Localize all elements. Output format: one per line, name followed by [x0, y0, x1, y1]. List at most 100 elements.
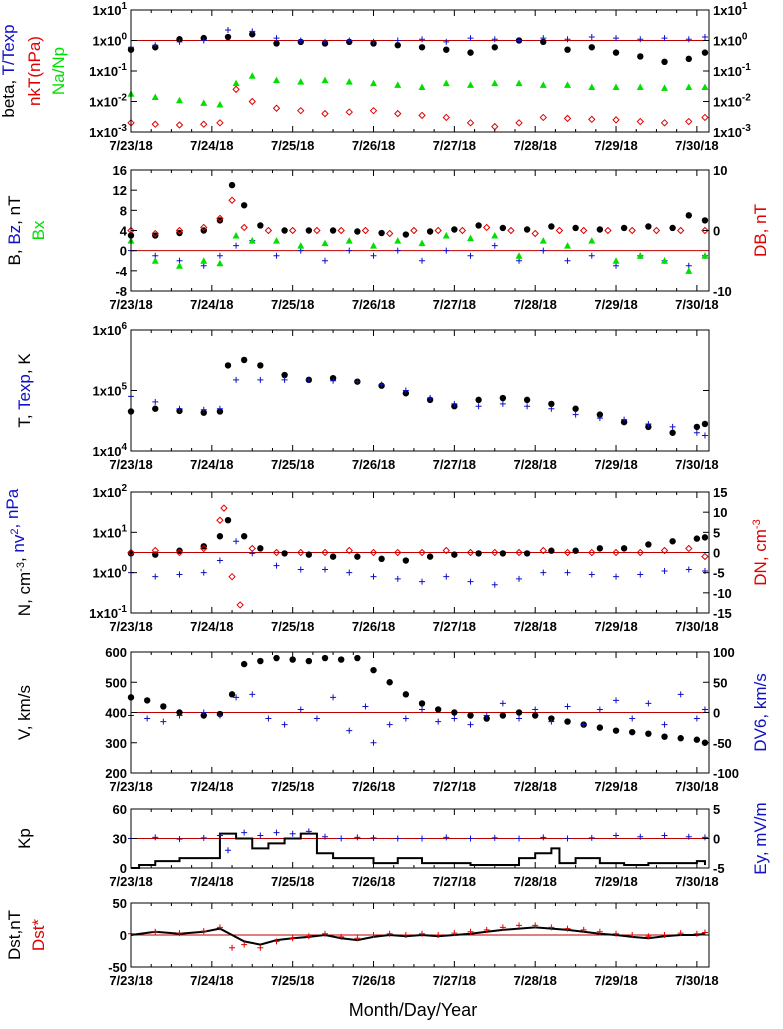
data-point [152, 928, 159, 935]
y-tick-label: 0 [120, 861, 127, 876]
data-point [443, 247, 450, 254]
data-point [281, 371, 288, 379]
data-point [661, 58, 668, 66]
data-point [369, 106, 378, 115]
data-point [596, 928, 603, 935]
data-point [669, 429, 676, 436]
data-point [491, 122, 499, 131]
data-point [346, 37, 353, 44]
data-point [394, 237, 402, 244]
x-tick-label: 7/25/18 [271, 973, 314, 988]
data-point [345, 78, 353, 85]
data-point [458, 226, 467, 235]
x-axis-label: Month/Day/Year [349, 1000, 477, 1020]
data-point [160, 718, 167, 725]
series-green [127, 232, 709, 274]
data-point [701, 252, 709, 259]
data-point [645, 933, 652, 940]
data-point [176, 712, 183, 719]
data-point [418, 700, 426, 707]
data-point [228, 691, 236, 698]
data-point [442, 546, 450, 555]
y-tick-label: 1x10-1 [89, 62, 127, 79]
data-point [443, 46, 450, 53]
data-point [499, 700, 506, 707]
data-point [564, 835, 571, 842]
data-point [264, 226, 273, 235]
data-point [176, 709, 183, 716]
data-point [224, 33, 232, 41]
data-point [200, 257, 208, 264]
data-point [176, 547, 183, 554]
data-point [516, 575, 523, 582]
x-tick-label: 7/26/18 [352, 138, 395, 153]
x-tick-label: 7/26/18 [352, 457, 395, 472]
series-red [128, 922, 708, 951]
data-point [200, 928, 207, 935]
data-point [233, 242, 240, 249]
x-tick-label: 7/26/18 [352, 973, 395, 988]
x-tick-label: 7/28/18 [514, 973, 557, 988]
y-axis-label: B, Bz, nT [5, 196, 24, 266]
right-y-tick-label: -15 [713, 606, 732, 621]
y-tick-label: 30 [113, 832, 127, 847]
data-point [564, 36, 571, 43]
data-point [257, 832, 264, 839]
data-point [240, 223, 248, 232]
data-point [305, 227, 313, 234]
data-point [588, 83, 596, 90]
data-point [216, 100, 224, 108]
y-tick-label: 1x106 [93, 321, 128, 338]
x-tick-label: 7/24/18 [190, 779, 233, 794]
data-point [443, 38, 450, 45]
data-point [475, 403, 482, 410]
data-point [701, 217, 709, 224]
data-point [322, 833, 329, 840]
data-point [579, 226, 588, 235]
data-point [225, 27, 232, 34]
series-black [127, 181, 709, 239]
data-point [370, 573, 377, 580]
data-point [613, 262, 620, 269]
data-point [151, 257, 159, 264]
data-point [200, 120, 208, 128]
data-point [548, 405, 555, 412]
data-point [394, 548, 402, 557]
data-point [305, 376, 312, 383]
data-point [362, 703, 369, 710]
data-point [378, 229, 385, 237]
data-point [402, 932, 409, 938]
data-point [248, 237, 256, 244]
data-point [418, 239, 426, 247]
data-point [322, 566, 329, 573]
x-tick-label: 7/29/18 [594, 973, 637, 988]
data-point [200, 569, 207, 576]
plot-frame [130, 329, 710, 452]
data-point [220, 504, 228, 512]
data-point [152, 834, 159, 841]
data-point [370, 79, 378, 87]
data-point [613, 832, 620, 839]
data-point [216, 924, 223, 931]
right-y-axis-label: DV6, km/s [751, 673, 770, 751]
data-point [152, 42, 159, 49]
series-green [127, 72, 709, 108]
series-red [127, 196, 709, 238]
data-point [515, 548, 523, 557]
data-point [516, 257, 523, 264]
data-point [637, 833, 644, 840]
data-point [176, 836, 183, 843]
data-point [370, 666, 377, 674]
data-point [467, 928, 474, 935]
data-point [410, 226, 418, 235]
data-point [160, 703, 167, 710]
data-point [233, 694, 240, 701]
data-point [563, 548, 572, 557]
y-tick-label: 1x100 [93, 32, 128, 49]
x-tick-label: 7/29/18 [594, 138, 637, 153]
data-point [386, 930, 393, 937]
data-point [394, 575, 401, 582]
data-point [580, 721, 587, 728]
data-point [289, 656, 296, 663]
data-point [257, 657, 264, 665]
